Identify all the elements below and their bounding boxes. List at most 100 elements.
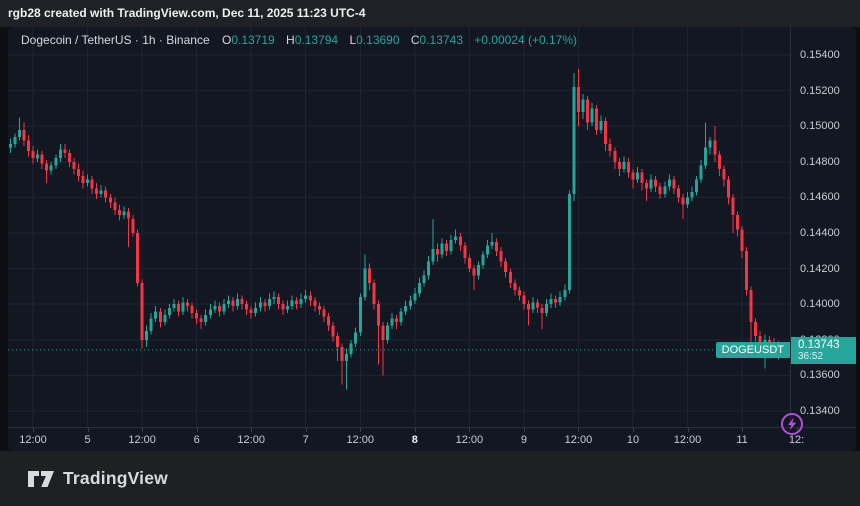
- candle: [326, 316, 330, 326]
- candle: [495, 241, 499, 251]
- time-tick-label: 12:00: [237, 434, 265, 446]
- candle: [49, 165, 53, 171]
- candle: [476, 265, 480, 276]
- candle: [622, 161, 626, 169]
- time-tick-label: 9: [520, 434, 527, 446]
- ohlc-close: C0.13743: [410, 33, 463, 47]
- candle: [208, 309, 212, 315]
- candle: [522, 295, 526, 305]
- candle: [699, 165, 703, 180]
- candle: [549, 298, 553, 305]
- candle: [290, 300, 294, 306]
- exchange-label[interactable]: Binance: [166, 33, 210, 47]
- candle: [272, 297, 276, 299]
- candle: [304, 295, 308, 299]
- price-axis[interactable]: 0.13743 36:52 0.15400 0.15200 0.15000 0.148…: [790, 27, 856, 427]
- candle: [758, 336, 762, 344]
- candle: [417, 282, 421, 294]
- candle: [613, 151, 617, 162]
- candle: [31, 151, 35, 159]
- candle: [431, 249, 435, 262]
- candle: [227, 300, 230, 305]
- candle: [404, 306, 408, 312]
- candle: [158, 311, 162, 322]
- time-tick-label: 5: [84, 434, 91, 446]
- current-price-badge: 0.13743 36:52: [791, 336, 856, 364]
- candle: [13, 136, 17, 144]
- candle: [426, 261, 430, 276]
- time-tick-mark: [742, 428, 744, 432]
- candle: [458, 236, 462, 246]
- candle: [140, 282, 144, 340]
- candle: [113, 202, 117, 210]
- tradingview-logo[interactable]: TradingView: [27, 468, 168, 489]
- candle: [354, 332, 358, 344]
- lightning-icon[interactable]: [779, 411, 805, 437]
- candle: [240, 298, 244, 305]
- candle: [163, 314, 167, 322]
- time-tick-label: 11: [736, 434, 748, 446]
- candle: [604, 120, 608, 144]
- ohlc-low: L0.13690: [349, 33, 400, 47]
- candle: [736, 215, 739, 230]
- candle: [245, 304, 249, 310]
- candle: [681, 197, 685, 205]
- time-tick-mark: [796, 428, 798, 432]
- candle: [531, 302, 535, 310]
- time-tick-label: 12:00: [128, 434, 156, 446]
- candle: [40, 154, 44, 164]
- candle: [636, 172, 639, 180]
- candle: [395, 318, 399, 322]
- candle: [413, 293, 417, 301]
- candle: [231, 300, 235, 306]
- candle: [576, 87, 580, 112]
- time-tick-mark: [196, 428, 198, 432]
- separator-dot: ·: [158, 33, 163, 47]
- candle: [517, 290, 521, 296]
- attribution-banner: rgb28 created with TradingView.com, Dec …: [0, 0, 860, 27]
- candle: [190, 306, 194, 314]
- candle: [27, 140, 30, 152]
- candle: [99, 190, 103, 194]
- candle: [195, 313, 199, 319]
- ohlc-high: H0.13794: [286, 33, 339, 47]
- candle: [381, 325, 385, 340]
- candle: [667, 179, 671, 187]
- candle: [745, 250, 749, 290]
- price-tick-label: 0.15200: [800, 84, 840, 97]
- price-tick-label: 0.14000: [800, 298, 840, 311]
- candle: [422, 275, 426, 283]
- candle: [454, 236, 458, 241]
- candle: [127, 211, 130, 219]
- price-pane[interactable]: Dogecoin / TetherUS · 1h · Binance O0.13…: [8, 27, 790, 427]
- candle: [563, 290, 567, 298]
- candle: [317, 306, 321, 310]
- price-tick-label: 0.14800: [800, 155, 840, 168]
- candle: [617, 161, 621, 169]
- candle: [586, 99, 589, 123]
- candlestick-chart: [8, 27, 790, 427]
- candle: [281, 304, 285, 310]
- symbol-title[interactable]: Dogecoin / TetherUS: [21, 33, 132, 47]
- candle: [186, 302, 190, 306]
- time-axis[interactable]: 12:00 5 12:00 6 12:00 7 12:00 8 12:00 9 12:00 10 12:…: [8, 427, 856, 451]
- candle: [536, 302, 539, 308]
- candle: [295, 300, 299, 305]
- candle: [181, 302, 185, 312]
- candle: [199, 318, 203, 322]
- candle: [254, 307, 258, 314]
- candle: [363, 268, 367, 298]
- time-tick-mark: [632, 428, 634, 432]
- time-tick-mark: [578, 428, 580, 432]
- time-tick-mark: [523, 428, 525, 432]
- candle: [36, 154, 40, 159]
- candle: [754, 322, 758, 337]
- candle: [676, 188, 680, 198]
- interval-label[interactable]: 1h: [142, 33, 156, 47]
- candle: [486, 245, 489, 255]
- time-tick-label: 12:00: [455, 434, 484, 446]
- candle: [504, 261, 508, 273]
- candle: [299, 298, 303, 305]
- candle: [440, 243, 444, 255]
- candle: [22, 129, 26, 141]
